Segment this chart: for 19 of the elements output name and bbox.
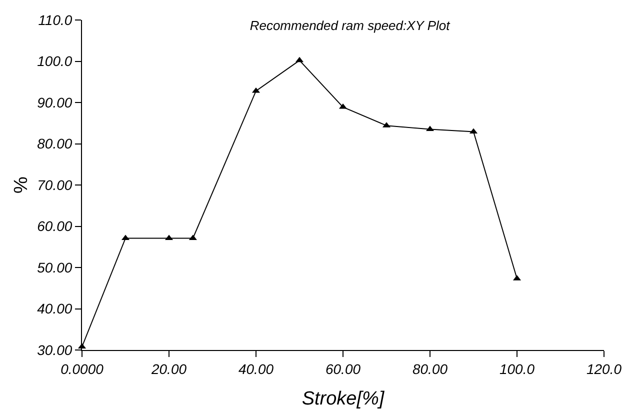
chart-title: Recommended ram speed:XY Plot (250, 18, 452, 33)
y-tick-label: 50.00 (37, 259, 72, 276)
x-tick-label: 40.00 (238, 360, 274, 377)
x-tick-label: 100.0 (499, 360, 535, 377)
y-tick-label: 80.00 (37, 136, 72, 152)
y-tick-label: 90.00 (37, 94, 72, 110)
x-tick-label: 20.00 (150, 360, 187, 377)
y-axis-title: % (11, 176, 32, 194)
y-tick-label: 60.00 (37, 218, 72, 234)
x-tick-label: 80.00 (412, 360, 448, 377)
y-tick-label: 70.00 (37, 176, 72, 193)
x-axis-title: Stroke[%] (302, 388, 385, 410)
y-tick-label: 30.00 (37, 342, 72, 358)
x-tick-label: 120.0 (586, 360, 622, 377)
x-tick-label: 60.00 (325, 360, 361, 377)
y-tick-label: 110.0 (38, 12, 72, 28)
x-tick-label: 0.0000 (60, 360, 104, 377)
y-tick-label: 40.00 (37, 300, 72, 317)
y-tick-label: 100.0 (37, 53, 72, 70)
